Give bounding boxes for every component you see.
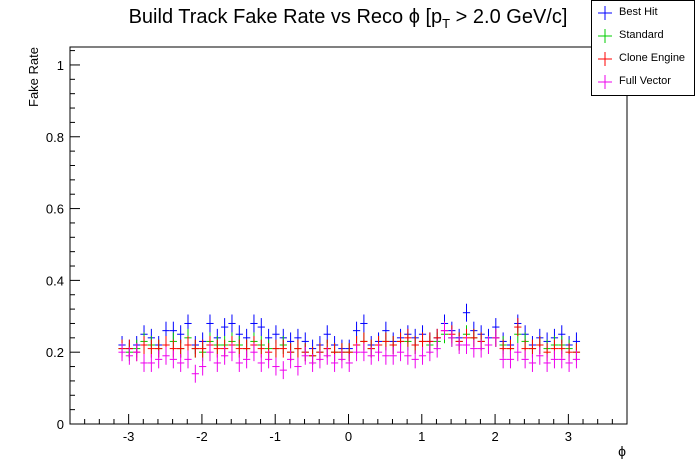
y-tick-label: 0.8: [46, 130, 64, 145]
legend-marker-icon: [598, 6, 612, 20]
title-subscript: T: [442, 16, 451, 31]
legend-marker-icon: [598, 29, 612, 43]
y-tick-label: 0.2: [46, 345, 64, 360]
legend-label: Clone Engine: [619, 52, 686, 64]
data-marks: [118, 303, 581, 383]
legend-entry: Best Hit: [592, 3, 696, 23]
legend-label: Standard: [619, 29, 664, 41]
legend: Best Hit Standard Clone Engine Full Vector: [591, 0, 695, 96]
plot-frame: [69, 46, 628, 425]
legend-entry: Clone Engine: [592, 49, 696, 69]
legend-marker-icon: [598, 75, 612, 89]
title-p: [p: [419, 6, 443, 28]
x-tick-label: -1: [269, 429, 281, 444]
legend-entry: Full Vector: [592, 72, 696, 92]
x-tick-label: -2: [196, 429, 208, 444]
series-full-vector: [118, 321, 581, 383]
y-axis-label: Fake Rate: [26, 47, 41, 107]
x-tick-label: 3: [565, 429, 572, 444]
y-tick-label: 0.6: [46, 202, 64, 217]
x-tick-label: 0: [345, 429, 352, 444]
title-main: Build Track Fake Rate vs Reco: [128, 6, 409, 28]
y-tick-label: 0.4: [46, 273, 64, 288]
legend-marker-icon: [598, 52, 612, 66]
x-axis-label: ϕ: [618, 443, 626, 459]
legend-entry: Standard: [592, 26, 696, 46]
chart-title: Build Track Fake Rate vs Reco ϕ [pT > 2.…: [0, 6, 696, 31]
legend-label: Full Vector: [619, 75, 671, 87]
x-tick-label: 1: [418, 429, 425, 444]
x-tick-label: 2: [491, 429, 498, 444]
title-phi: ϕ: [408, 6, 420, 28]
title-tail: > 2.0 GeV/c]: [450, 6, 568, 28]
y-tick-label: 1: [57, 58, 64, 73]
axes: 0 0.2 0.4 0.6 0.8 1 -3 -2 -1 0 1 2 3: [46, 50, 613, 444]
x-tick-label: -3: [123, 429, 135, 444]
legend-label: Best Hit: [619, 6, 658, 18]
y-tick-label: 0: [57, 417, 64, 432]
